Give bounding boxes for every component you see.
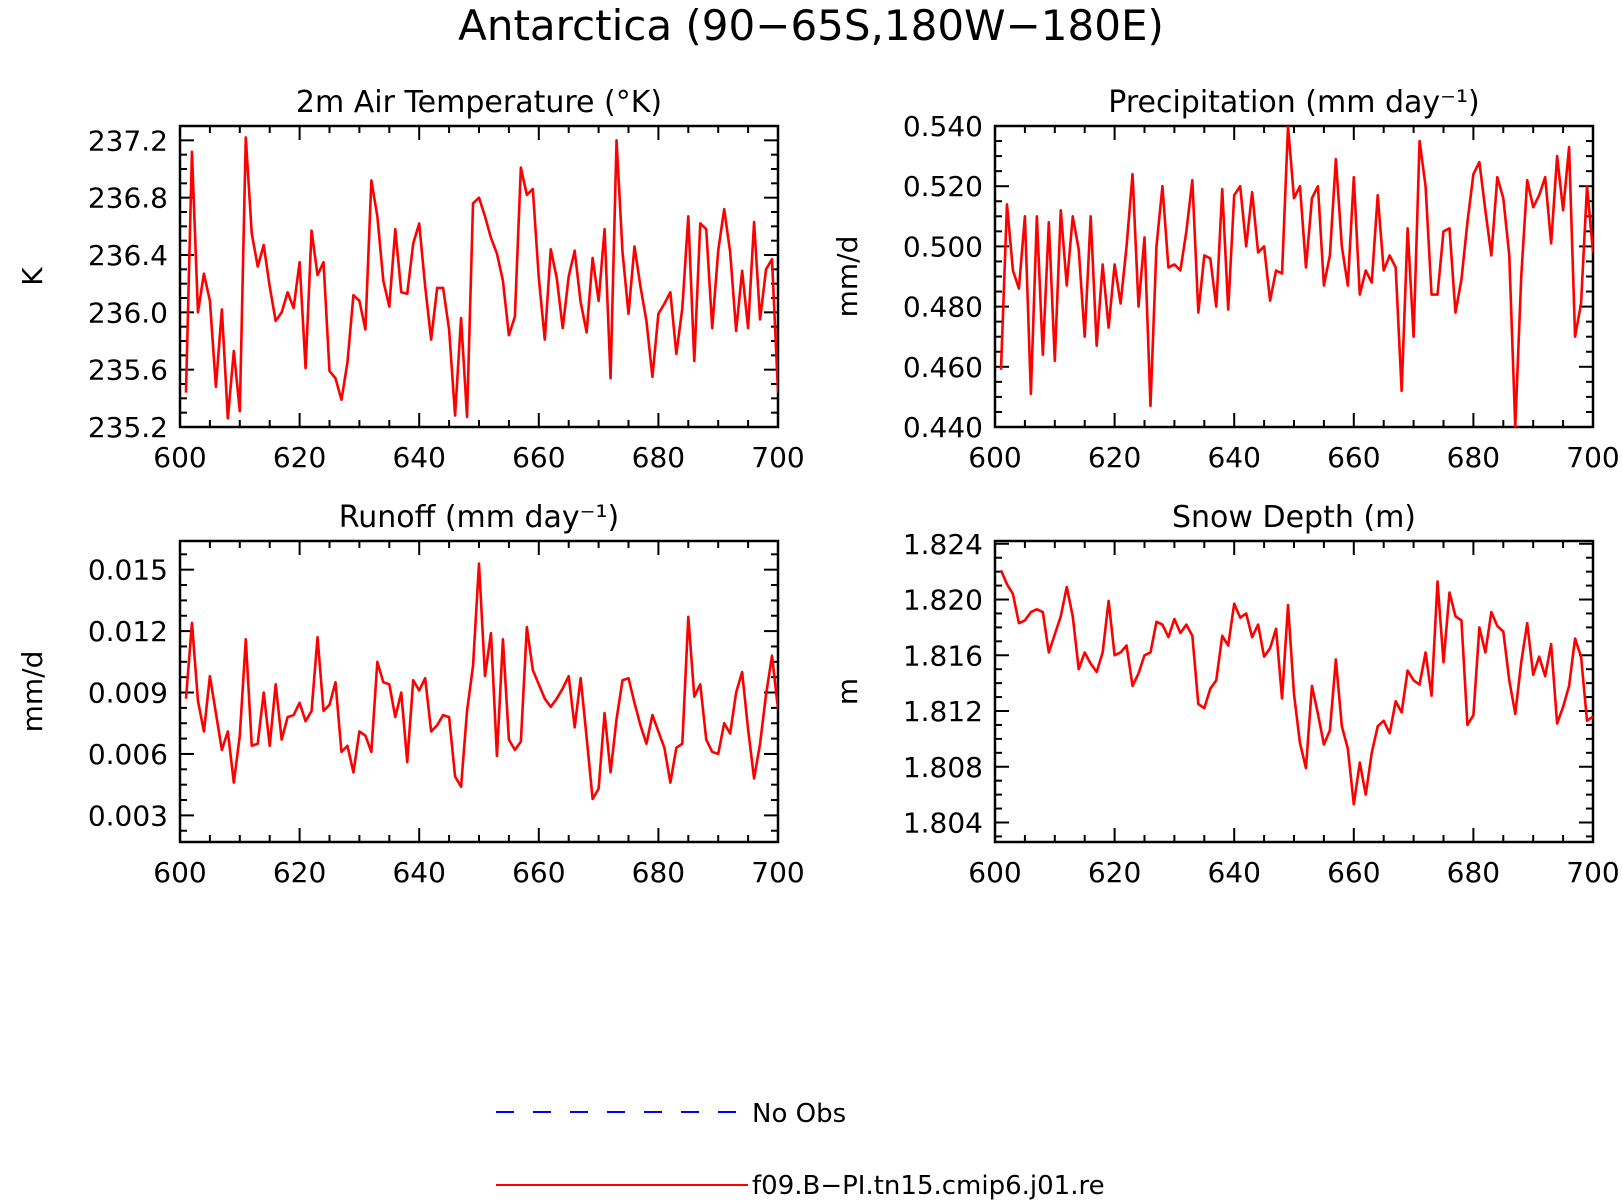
plot-frame — [993, 124, 1595, 429]
x-tick-label: 600 — [968, 856, 1021, 889]
y-tick-label: 0.012 — [88, 615, 168, 648]
plot-frame — [178, 124, 780, 429]
x-tick-label: 680 — [632, 856, 685, 889]
panel-precipitation: Precipitation (mm day⁻¹) mm/d 600 620 640 6… — [831, 85, 1620, 474]
y-tick-label: 236.0 — [88, 296, 168, 329]
x-tick-label: 600 — [153, 856, 206, 889]
y-tick-label: 1.820 — [903, 584, 983, 617]
series-line — [999, 569, 1593, 806]
x-tick-label: 600 — [153, 441, 206, 474]
legend-label-model: f09.B−PI.tn15.cmip6.j01.re — [752, 1171, 1105, 1201]
x-tick-label: 700 — [1566, 441, 1619, 474]
series-line — [184, 562, 778, 801]
y-tick-label: 0.480 — [903, 291, 983, 324]
y-axis-label: m — [831, 678, 864, 705]
y-tick-label: 1.812 — [903, 695, 983, 728]
x-tick-label: 620 — [1088, 441, 1141, 474]
y-tick-label: 0.520 — [903, 170, 983, 203]
panel-title: Runoff (mm day⁻¹) — [339, 500, 620, 535]
panel-air-temperature: 2m Air Temperature (°K) K 600 620 640 660 68… — [16, 85, 805, 474]
x-tick-label: 660 — [512, 856, 565, 889]
y-tick-label: 1.808 — [903, 751, 983, 784]
y-tick-label: 0.009 — [88, 677, 168, 710]
panel-runoff: Runoff (mm day⁻¹) mm/d 600 620 640 660 680 70… — [16, 500, 805, 889]
legend-label-no-obs: No Obs — [752, 1099, 846, 1129]
x-tick-label: 620 — [273, 856, 326, 889]
y-tick-label: 236.4 — [88, 239, 168, 272]
x-tick-label: 660 — [512, 441, 565, 474]
y-tick-label: 0.015 — [88, 554, 168, 587]
y-tick-label: 236.8 — [88, 182, 168, 215]
y-axis-label: mm/d — [16, 651, 49, 733]
y-tick-label: 235.6 — [88, 354, 168, 387]
panel-title: 2m Air Temperature (°K) — [296, 85, 662, 120]
series-line — [184, 136, 778, 420]
y-tick-label: 235.2 — [88, 411, 168, 444]
x-tick-label: 640 — [1207, 441, 1260, 474]
x-tick-label: 620 — [1088, 856, 1141, 889]
y-tick-label: 0.440 — [903, 411, 983, 444]
chart-title: Antarctica (90−65S,180W−180E) — [458, 1, 1164, 50]
y-axis-label: K — [16, 267, 49, 286]
x-tick-label: 700 — [1566, 856, 1619, 889]
legend: No Obs f09.B−PI.tn15.cmip6.j01.re — [496, 1099, 1105, 1201]
x-tick-label: 700 — [751, 441, 804, 474]
x-tick-label: 640 — [392, 856, 445, 889]
x-tick-label: 640 — [1207, 856, 1260, 889]
panel-title: Precipitation (mm day⁻¹) — [1108, 85, 1479, 120]
x-tick-label: 640 — [392, 441, 445, 474]
y-tick-label: 0.006 — [88, 738, 168, 771]
y-tick-label: 0.003 — [88, 799, 168, 832]
y-tick-label: 0.540 — [903, 110, 983, 143]
y-tick-label: 0.500 — [903, 230, 983, 263]
x-tick-label: 660 — [1327, 856, 1380, 889]
y-tick-label: 0.460 — [903, 351, 983, 384]
series-line — [999, 126, 1593, 427]
y-axis-label: mm/d — [831, 236, 864, 318]
y-tick-label: 237.2 — [88, 124, 168, 157]
y-tick-label: 1.824 — [903, 528, 983, 561]
panel-title: Snow Depth (m) — [1172, 500, 1416, 535]
x-tick-label: 700 — [751, 856, 804, 889]
x-tick-label: 680 — [1447, 856, 1500, 889]
y-tick-label: 1.816 — [903, 639, 983, 672]
x-tick-label: 660 — [1327, 441, 1380, 474]
x-tick-label: 680 — [632, 441, 685, 474]
x-tick-label: 680 — [1447, 441, 1500, 474]
x-tick-label: 600 — [968, 441, 1021, 474]
x-tick-label: 620 — [273, 441, 326, 474]
y-tick-label: 1.804 — [903, 806, 983, 839]
panel-snow-depth: Snow Depth (m) m 600 620 640 660 680 700 1.804… — [831, 500, 1620, 889]
